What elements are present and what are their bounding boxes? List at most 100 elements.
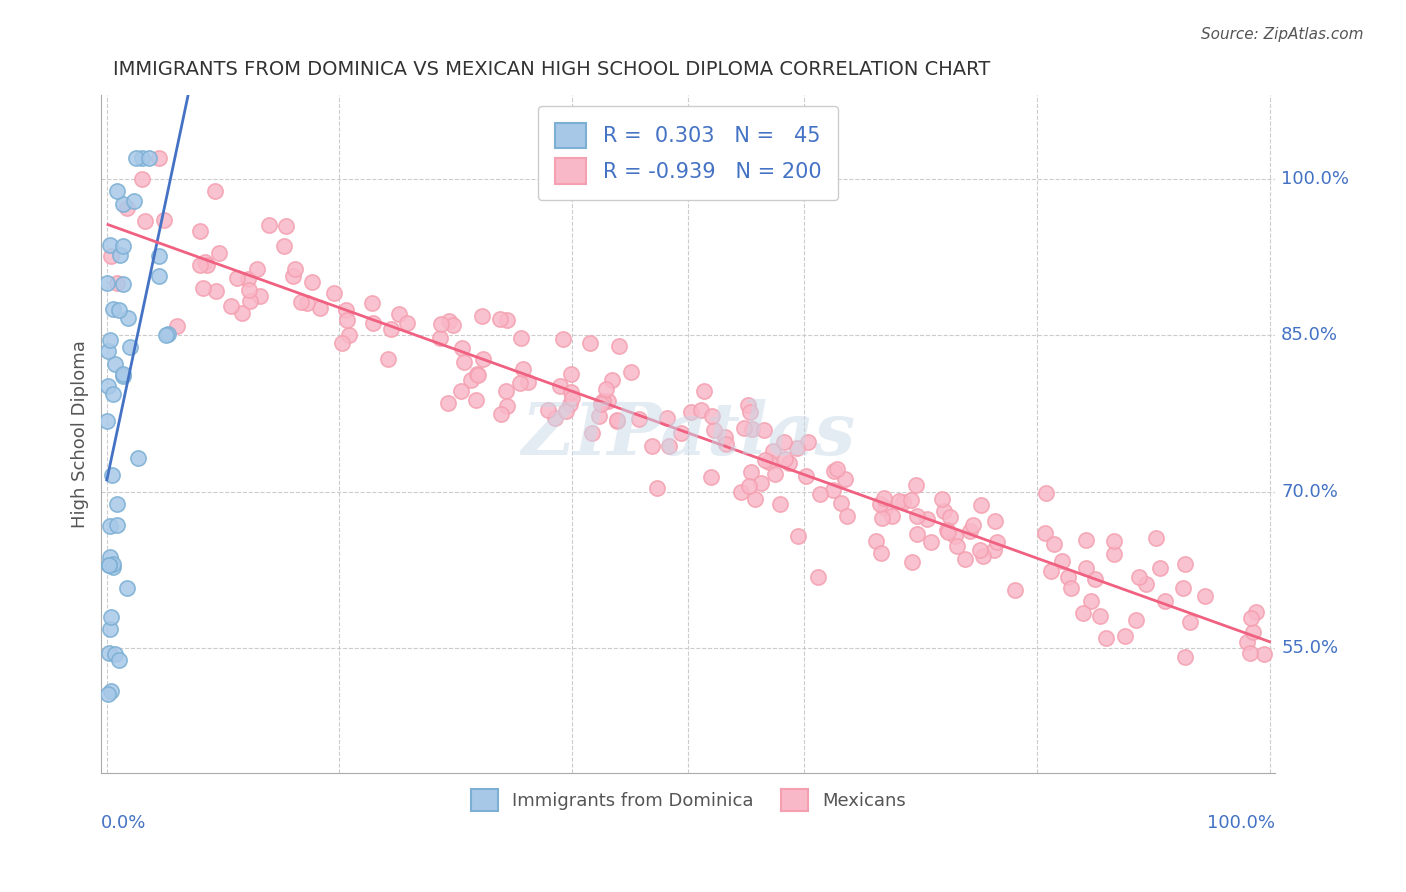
Point [595, 382, 617, 396]
Point [100, 249, 122, 263]
Point [284, 262, 307, 277]
Point [105, 518, 128, 533]
Point [388, 307, 411, 321]
Point [117, 310, 139, 325]
Point [1004, 582, 1026, 597]
Text: IMMIGRANTS FROM DOMINICA VS MEXICAN HIGH SCHOOL DIPLOMA CORRELATION CHART: IMMIGRANTS FROM DOMINICA VS MEXICAN HIGH… [112, 60, 990, 78]
Point [101, 301, 124, 316]
Point [1043, 536, 1066, 550]
Point [825, 461, 848, 475]
Point [1239, 611, 1261, 625]
Point [104, 647, 127, 661]
Point [671, 426, 693, 441]
Point [115, 201, 138, 215]
Point [467, 368, 489, 383]
Point [787, 529, 810, 543]
Point [195, 258, 218, 272]
Point [450, 384, 472, 398]
Point [598, 393, 620, 408]
Point [148, 268, 170, 283]
Point [249, 289, 271, 303]
Point [148, 151, 170, 165]
Text: 100.0%: 100.0% [1208, 814, 1275, 832]
Point [893, 495, 915, 509]
Point [655, 411, 678, 425]
Point [100, 519, 122, 533]
Point [983, 542, 1005, 557]
Point [561, 391, 583, 405]
Point [797, 435, 820, 450]
Point [156, 327, 179, 342]
Point [733, 421, 755, 435]
Point [115, 581, 138, 595]
Point [309, 301, 332, 315]
Point [647, 482, 669, 496]
Point [555, 404, 578, 418]
Point [560, 397, 582, 411]
Point [208, 246, 231, 260]
Point [537, 402, 560, 417]
Point [1236, 635, 1258, 649]
Point [579, 336, 602, 351]
Point [472, 351, 495, 366]
Legend: Immigrants from Dominica, Mexicans: Immigrants from Dominica, Mexicans [456, 774, 921, 825]
Point [274, 219, 297, 234]
Point [153, 212, 176, 227]
Point [880, 508, 903, 523]
Text: 85.0%: 85.0% [1281, 326, 1339, 344]
Point [188, 258, 211, 272]
Point [758, 455, 780, 469]
Point [1102, 533, 1125, 548]
Point [548, 378, 571, 392]
Point [104, 358, 127, 372]
Point [131, 171, 153, 186]
Y-axis label: High School Diploma: High School Diploma [72, 341, 89, 528]
Point [281, 268, 304, 283]
Point [107, 184, 129, 198]
Point [900, 493, 922, 508]
Text: 0.0%: 0.0% [101, 814, 146, 832]
Point [1244, 605, 1267, 619]
Point [600, 373, 623, 387]
Point [1060, 581, 1083, 595]
Point [98, 646, 121, 660]
Point [959, 524, 981, 538]
Point [508, 376, 530, 390]
Point [97, 344, 120, 359]
Point [679, 405, 702, 419]
Point [204, 184, 226, 198]
Point [962, 517, 984, 532]
Point [553, 332, 575, 346]
Point [1253, 647, 1275, 661]
Point [640, 439, 662, 453]
Point [946, 539, 969, 553]
Point [932, 504, 955, 518]
Point [98, 622, 121, 636]
Point [606, 413, 628, 427]
Point [122, 194, 145, 208]
Point [915, 511, 938, 525]
Point [98, 237, 121, 252]
Point [107, 302, 129, 317]
Point [1174, 558, 1197, 572]
Point [1039, 565, 1062, 579]
Point [512, 362, 534, 376]
Point [865, 534, 887, 549]
Point [1033, 526, 1056, 541]
Point [744, 491, 766, 506]
Point [1104, 547, 1126, 561]
Text: ZIPatlas: ZIPatlas [522, 399, 855, 470]
Point [118, 340, 141, 354]
Point [730, 485, 752, 500]
Point [239, 293, 262, 308]
Point [488, 312, 510, 326]
Point [620, 365, 643, 379]
Point [786, 442, 808, 456]
Point [98, 333, 121, 347]
Point [491, 407, 513, 421]
Point [246, 262, 269, 277]
Point [834, 472, 856, 486]
Point [1171, 581, 1194, 595]
Point [98, 558, 121, 572]
Point [823, 464, 845, 478]
